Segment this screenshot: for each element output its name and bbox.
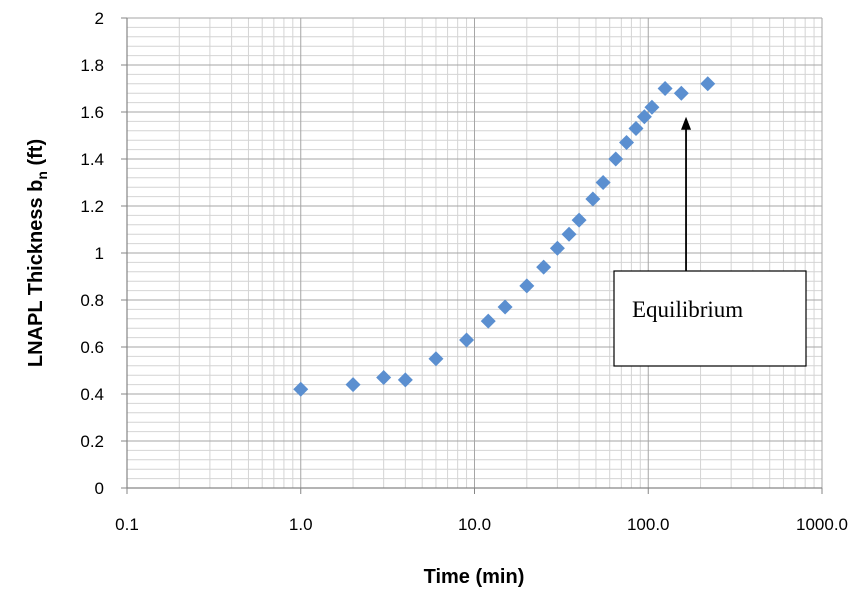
x-tick-label: 1000.0 — [796, 515, 848, 534]
y-tick-label: 0 — [95, 479, 104, 498]
data-point — [644, 99, 660, 115]
y-tick-label: 0.6 — [80, 338, 104, 357]
x-tick-label: 0.1 — [115, 515, 139, 534]
data-point — [549, 240, 565, 256]
data-point — [480, 313, 496, 329]
data-point — [700, 76, 716, 92]
x-tick-label: 10.0 — [458, 515, 491, 534]
data-point — [376, 370, 392, 386]
y-tick-labels: 0 0.2 0.4 0.6 0.8 1 1.2 1.4 1.6 1.8 2 — [80, 9, 104, 498]
data-points — [293, 76, 716, 397]
annotation-text: Equilibrium — [632, 297, 743, 322]
data-point — [636, 109, 652, 125]
data-point — [397, 372, 413, 388]
data-point — [595, 175, 611, 190]
annotation-box — [613, 270, 807, 367]
data-point — [293, 381, 309, 397]
y-tick-label: 1 — [95, 244, 104, 263]
x-tick-label: 1.0 — [289, 515, 313, 534]
data-point — [619, 135, 635, 151]
x-axis-title: Time (min) — [424, 566, 525, 588]
y-tick-label: 1.6 — [80, 103, 104, 122]
data-point — [673, 85, 689, 101]
data-point — [497, 299, 513, 315]
y-tick-label: 0.4 — [80, 385, 104, 404]
data-point — [459, 332, 475, 348]
y-tick-label: 1.8 — [80, 56, 104, 75]
y-tick-label: 0.8 — [80, 291, 104, 310]
y-tick-label: 2 — [95, 9, 104, 28]
data-point — [561, 226, 577, 242]
y-axis-title-main: LNAPL Thickness b — [25, 180, 47, 367]
major-grid — [126, 17, 823, 489]
y-axis-title: LNAPL Thickness bn (ft) — [25, 139, 50, 367]
axes — [121, 17, 823, 494]
equilibrium-annotation: Equilibrium — [613, 116, 807, 367]
data-point — [345, 377, 361, 393]
y-tick-label: 1.4 — [80, 150, 104, 169]
x-tick-labels: 0.1 1.0 10.0 100.0 1000.0 — [115, 515, 848, 534]
data-point — [536, 259, 552, 275]
data-point — [628, 120, 644, 136]
data-point — [428, 351, 444, 367]
data-point — [608, 151, 624, 167]
data-point — [571, 212, 587, 228]
data-point — [585, 191, 601, 207]
x-tick-label: 100.0 — [627, 515, 670, 534]
y-tick-label: 1.2 — [80, 197, 104, 216]
y-axis-title-unit: (ft) — [25, 139, 47, 171]
y-tick-label: 0.2 — [80, 432, 104, 451]
data-point — [657, 81, 673, 96]
data-point — [519, 278, 535, 294]
annotation-arrow-head — [681, 116, 692, 130]
y-axis-title-subscript: n — [34, 171, 50, 180]
